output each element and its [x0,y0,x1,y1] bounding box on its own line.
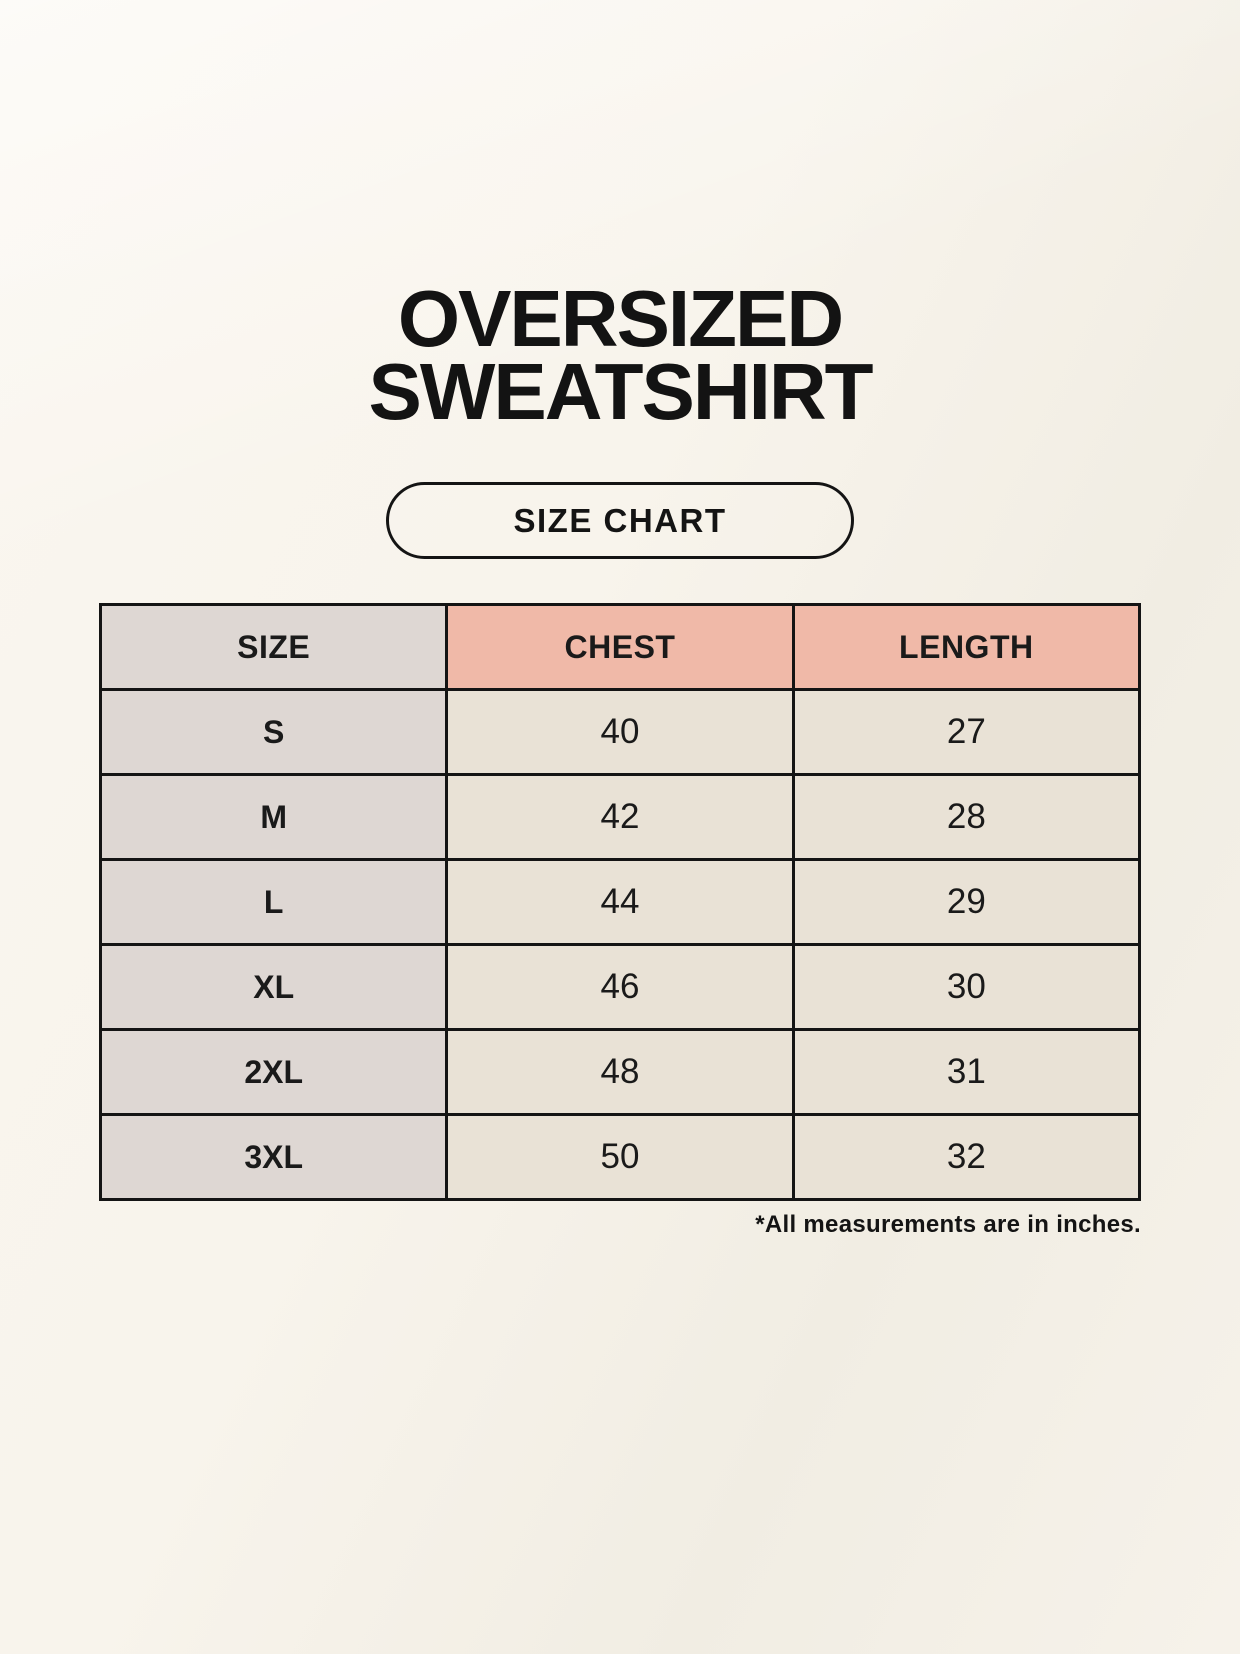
length-cell: 27 [791,688,1142,777]
length-cell: 30 [791,943,1142,1032]
length-cell: 28 [791,773,1142,862]
size-chart-button[interactable]: SIZE CHART [386,482,854,560]
chest-cell: 40 [445,688,795,777]
table-row: S 40 27 [98,688,1142,777]
size-cell: 2XL [98,1028,449,1117]
table-row: L 44 29 [98,858,1142,947]
chest-cell: 44 [445,858,795,947]
chest-cell: 50 [445,1113,795,1202]
size-cell: XL [98,943,449,1032]
chest-cell: 42 [445,773,795,862]
size-chart-page: OVERSIZED SWEATSHIRT SIZE CHART SIZE CHE… [0,54,1240,1654]
column-header-chest: CHEST [445,603,795,692]
table-row: XL 46 30 [98,943,1142,1032]
length-cell: 32 [791,1113,1142,1202]
length-cell: 31 [791,1028,1142,1117]
chest-cell: 46 [445,943,795,1032]
page-title-line1: OVERSIZED [397,273,844,363]
table-row: 3XL 50 32 [98,1113,1142,1202]
size-cell: 3XL [98,1113,449,1202]
size-chart-button-label: SIZE CHART [513,501,727,539]
page-title: OVERSIZED SWEATSHIRT [0,54,1240,437]
measurements-footnote: *All measurements are in inches. [755,1211,1141,1239]
page-title-line2: SWEATSHIRT [368,347,874,437]
column-header-size: SIZE [98,603,449,692]
chest-cell: 48 [445,1028,795,1117]
table-header-row: SIZE CHEST LENGTH [98,603,1142,692]
table-row: 2XL 48 31 [98,1028,1142,1117]
size-chart-table: SIZE CHEST LENGTH S 40 27 M 42 28 L 44 2… [98,603,1142,1202]
size-cell: S [98,688,449,777]
size-cell: L [98,858,449,947]
table-row: M 42 28 [98,773,1142,862]
size-cell: M [98,773,449,862]
column-header-length: LENGTH [791,603,1142,692]
length-cell: 29 [791,858,1142,947]
